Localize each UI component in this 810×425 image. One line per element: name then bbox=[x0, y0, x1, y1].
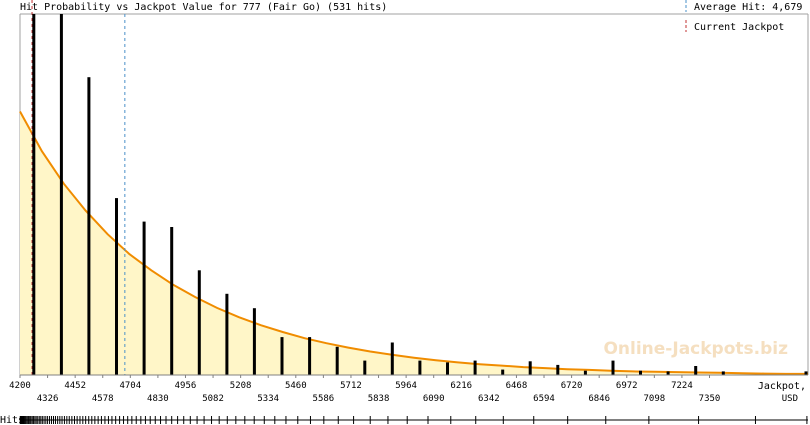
bar bbox=[390, 342, 394, 375]
bar bbox=[721, 371, 725, 375]
bar bbox=[59, 14, 63, 375]
x-tick-label: 6090 bbox=[423, 394, 445, 404]
bar bbox=[197, 270, 201, 375]
x-tick-label: 4704 bbox=[119, 381, 141, 391]
bar bbox=[666, 371, 670, 375]
bar bbox=[363, 360, 367, 375]
bar bbox=[804, 371, 808, 375]
x-tick-label: 7224 bbox=[671, 381, 693, 391]
x-axis-label: Jackpot, bbox=[758, 381, 806, 392]
x-tick-label: 5586 bbox=[313, 394, 335, 404]
probability-curve bbox=[19, 111, 808, 375]
x-tick-label: 6468 bbox=[506, 381, 528, 391]
x-tick-label: 6846 bbox=[588, 394, 610, 404]
x-tick-label: 6342 bbox=[478, 394, 500, 404]
bar bbox=[639, 370, 642, 375]
bar bbox=[252, 308, 256, 375]
x-tick-label: 7350 bbox=[699, 394, 721, 404]
bar bbox=[583, 370, 587, 375]
bar bbox=[142, 221, 146, 375]
x-tick-label: 4326 bbox=[37, 394, 59, 404]
x-tick-label: 5082 bbox=[202, 394, 224, 404]
bar bbox=[225, 293, 229, 375]
x-tick-label: 5334 bbox=[257, 394, 279, 404]
x-tick-label: 4830 bbox=[147, 394, 169, 404]
x-tick-label: 4452 bbox=[64, 381, 86, 391]
x-tick-label: 5460 bbox=[285, 381, 307, 391]
hits-label: Hits bbox=[0, 415, 24, 425]
bar bbox=[170, 227, 174, 375]
legend-current-label: Current Jackpot bbox=[694, 22, 784, 33]
x-tick-label: 6720 bbox=[561, 381, 583, 391]
bar bbox=[115, 198, 118, 375]
x-tick-label: 5208 bbox=[230, 381, 252, 391]
x-tick-label: 4578 bbox=[92, 394, 114, 404]
x-tick-label: 5964 bbox=[395, 381, 417, 391]
bar bbox=[446, 362, 449, 375]
bar bbox=[501, 369, 505, 375]
x-tick-label: 6216 bbox=[450, 381, 472, 391]
bar bbox=[611, 360, 615, 375]
bar bbox=[335, 346, 339, 375]
x-tick-label: 5838 bbox=[368, 394, 390, 404]
x-tick-label: 4956 bbox=[175, 381, 197, 391]
chart-title: Hit Probability vs Jackpot Value for 777… bbox=[20, 2, 387, 13]
legend-average-label: Average Hit: 4,679 bbox=[694, 2, 802, 13]
bar bbox=[528, 361, 532, 375]
x-tick-label: 6594 bbox=[533, 394, 555, 404]
x-tick-label: 7098 bbox=[643, 394, 665, 404]
hits-rug-group bbox=[19, 416, 808, 424]
bar bbox=[694, 366, 698, 375]
x-tick-label: 6972 bbox=[616, 381, 638, 391]
bar bbox=[308, 337, 312, 375]
bars-group bbox=[32, 14, 808, 375]
bar bbox=[32, 14, 36, 375]
x-tick-label: 5712 bbox=[340, 381, 362, 391]
bar bbox=[556, 364, 560, 375]
bar bbox=[418, 360, 422, 375]
x-ticks-group: 4200 4452 4704 4956 5208 5460 5712 5964 6216 6468… bbox=[9, 375, 720, 404]
bar bbox=[473, 360, 477, 375]
x-axis-unit: USD bbox=[782, 394, 798, 404]
watermark-text: Online-Jackpots.biz bbox=[603, 339, 788, 359]
x-tick-label: 4200 bbox=[9, 381, 31, 391]
bar bbox=[280, 337, 284, 375]
bar bbox=[87, 77, 91, 375]
probability-area bbox=[20, 111, 808, 375]
